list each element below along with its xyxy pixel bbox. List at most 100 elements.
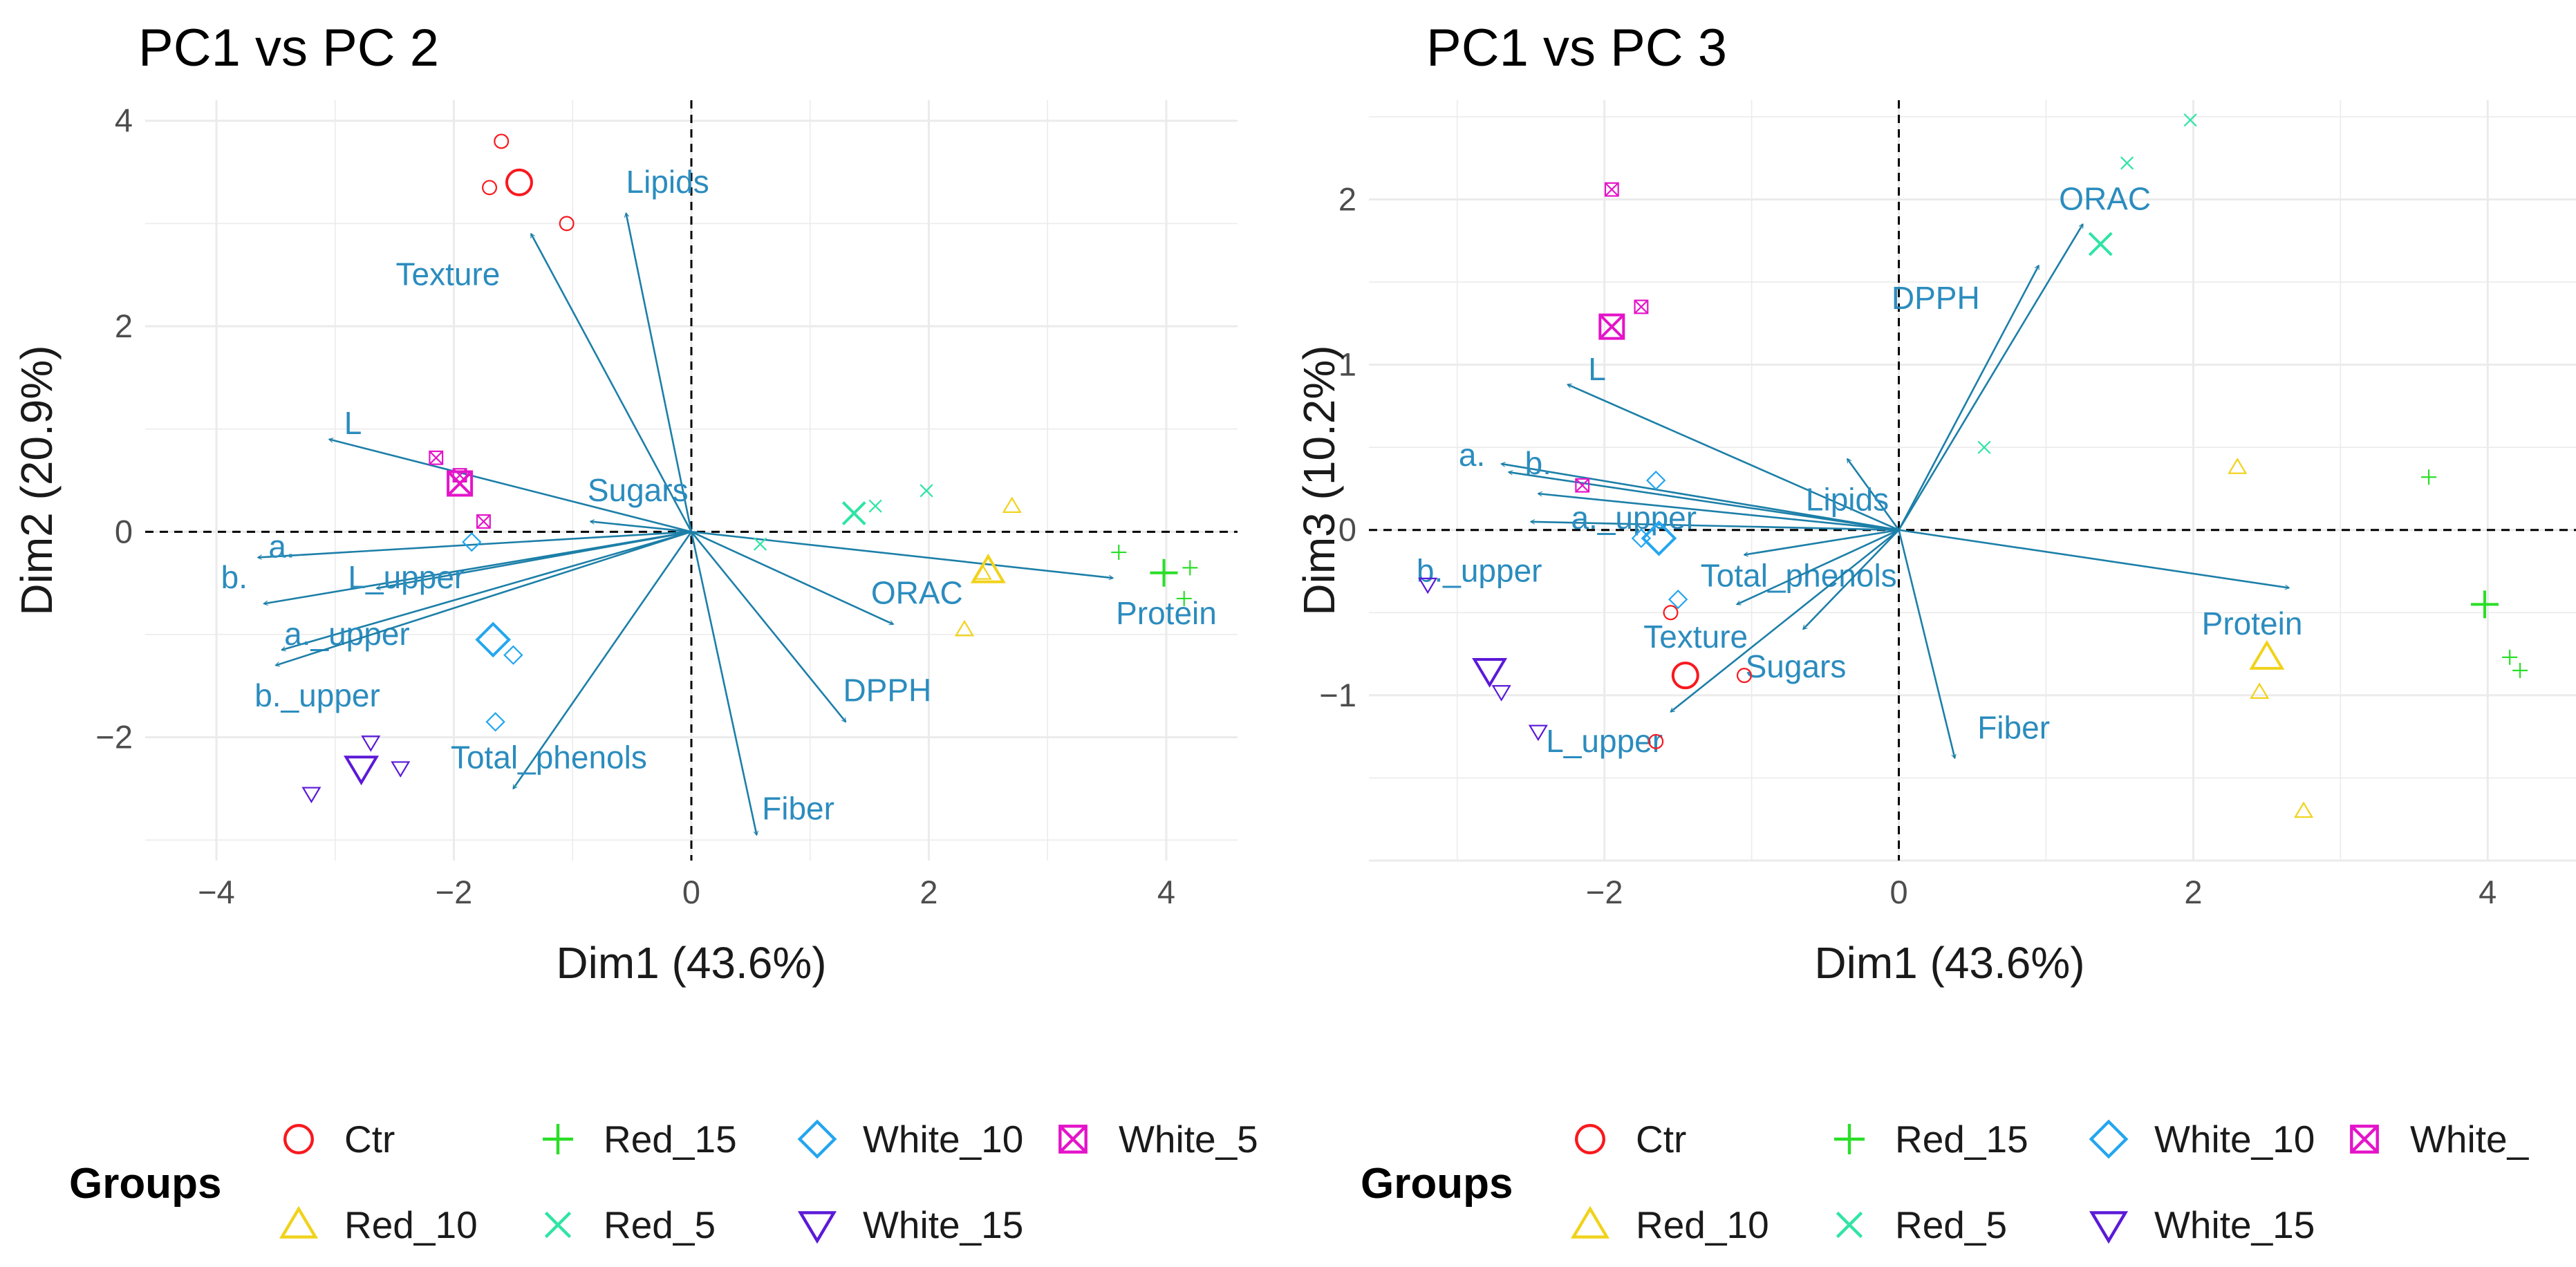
variable-vectors: ORACDPPHLa.b.a._upperLipidsb._upperTotal… bbox=[1417, 180, 2302, 759]
legend-marker-red-15 bbox=[543, 1124, 573, 1154]
vector-texture bbox=[1737, 529, 1900, 605]
x-tick-label: 4 bbox=[2479, 874, 2496, 910]
legend-item-red-10: Red_10 bbox=[1567, 1202, 1769, 1248]
vector-label-orac: ORAC bbox=[871, 575, 963, 611]
data-points bbox=[1418, 113, 2528, 818]
legend-marker-red-5 bbox=[1836, 1211, 1863, 1239]
vector-label-l-upper: L_upper bbox=[1546, 723, 1663, 759]
group-mean-ctr bbox=[505, 168, 533, 196]
y-axis-title: Dim2 (20.9%) bbox=[12, 345, 62, 615]
point-white-5 bbox=[1604, 182, 1619, 197]
vector-label-lipids: Lipids bbox=[626, 164, 709, 200]
vector-label-texture: Texture bbox=[396, 256, 501, 292]
vector-label-fiber: Fiber bbox=[1977, 710, 2050, 746]
legend-key bbox=[794, 1116, 840, 1162]
point-ctr bbox=[1648, 733, 1664, 749]
vector-label-b-upper: b._upper bbox=[254, 677, 380, 713]
point-white-10 bbox=[1668, 589, 1688, 610]
point-white-15 bbox=[1528, 724, 1548, 742]
legend-item-white-15: White_15 bbox=[794, 1202, 1023, 1248]
legend-label: Red_10 bbox=[344, 1203, 478, 1246]
point-white-15 bbox=[1491, 685, 1511, 702]
point-white-15 bbox=[301, 787, 321, 804]
vector-label-sugars: Sugars bbox=[588, 472, 689, 508]
y-tick-label: 2 bbox=[1338, 180, 1356, 217]
legend-marker-red-10 bbox=[1570, 1205, 1610, 1239]
point-white-10 bbox=[503, 645, 523, 665]
legend-marker-white-5 bbox=[1058, 1125, 1088, 1154]
legend-label: White_15 bbox=[2154, 1203, 2315, 1246]
vector-label-dpph: DPPH bbox=[1892, 280, 1980, 316]
group-mean-ctr bbox=[1671, 661, 1699, 690]
x-tick-label: 0 bbox=[682, 874, 700, 910]
legend-item-ctr: Ctr bbox=[276, 1116, 395, 1162]
point-red-10 bbox=[2294, 801, 2314, 818]
vector-dpph bbox=[690, 531, 846, 722]
legend-item-white-5: White_5 bbox=[1050, 1116, 1258, 1162]
y-axis-title: Dim3 (10.2%) bbox=[1294, 345, 1344, 615]
group-mean-white-10 bbox=[1641, 520, 1677, 556]
legend-item-red-15: Red_15 bbox=[535, 1116, 737, 1162]
legend-title: Groups bbox=[69, 1160, 221, 1208]
vector-b-upper bbox=[1538, 494, 1899, 532]
x-tick-label: 4 bbox=[1157, 874, 1175, 910]
vector-label-total-phenols: Total_phenols bbox=[451, 739, 647, 775]
legend-label: Red_10 bbox=[1636, 1203, 1769, 1246]
point-red-15 bbox=[2502, 649, 2518, 665]
point-red-5 bbox=[2120, 156, 2134, 170]
point-red-5 bbox=[1977, 440, 1991, 454]
point-white-5 bbox=[429, 450, 444, 465]
legend-left: Groups Ctr Red_10 Red_15 Red_5 White_10 White_… bbox=[69, 1116, 1258, 1248]
point-white-5 bbox=[1575, 478, 1590, 493]
legend-item-red-5: Red_5 bbox=[1827, 1202, 2007, 1248]
y-tick-label: 0 bbox=[115, 513, 133, 550]
vector-total-phenols bbox=[512, 531, 693, 789]
point-ctr bbox=[1736, 668, 1752, 684]
vector-label-b: b. bbox=[1525, 445, 1551, 481]
vector-b bbox=[1509, 472, 1899, 532]
legend-marker-ctr bbox=[283, 1123, 315, 1154]
legend-key bbox=[1050, 1116, 1096, 1162]
legend-label: Red_5 bbox=[1895, 1203, 2007, 1246]
group-mean-white-5 bbox=[1598, 313, 1625, 340]
legend-title: Groups bbox=[1361, 1160, 1513, 1208]
variable-vectors: Lipids Texture L Sugars a. b. L_upper a._upperb… bbox=[221, 164, 1217, 835]
point-red-15 bbox=[1111, 545, 1127, 561]
vector-fiber bbox=[1898, 529, 1955, 758]
x-tick-label: −2 bbox=[1586, 874, 1623, 910]
legend-label: Red_15 bbox=[1895, 1118, 2028, 1161]
vector-a bbox=[1502, 464, 1899, 532]
x-tick-label: −4 bbox=[198, 874, 235, 910]
vector-label-a: a. bbox=[1459, 437, 1485, 473]
x-tick-label: 0 bbox=[1889, 874, 1907, 910]
x-tick-label: 2 bbox=[2184, 874, 2202, 910]
point-red-5 bbox=[754, 537, 767, 551]
point-ctr bbox=[1663, 605, 1679, 621]
vector-label-l: L bbox=[344, 405, 362, 441]
chart-title: PC1 vs PC 3 bbox=[1426, 19, 1727, 77]
point-red-10 bbox=[2250, 682, 2270, 699]
vector-lipids bbox=[1846, 459, 1900, 531]
legend-label: Ctr bbox=[1636, 1118, 1686, 1161]
vector-sugars bbox=[1803, 529, 1900, 629]
legend-label: White_10 bbox=[863, 1118, 1023, 1161]
vector-label-dpph: DPPH bbox=[843, 673, 931, 708]
vector-b-upper bbox=[276, 531, 692, 665]
point-red-10 bbox=[1002, 496, 1022, 514]
point-red-5 bbox=[2183, 113, 2197, 127]
vector-total-phenols bbox=[1744, 529, 1899, 555]
point-white-10 bbox=[1646, 470, 1666, 491]
legend-item-white-15: White_15 bbox=[2086, 1202, 2315, 1248]
vector-l-upper bbox=[1671, 529, 1900, 712]
point-ctr bbox=[559, 216, 575, 232]
point-red-5 bbox=[920, 484, 933, 498]
chart-title: PC1 vs PC 2 bbox=[138, 19, 439, 77]
y-tick-label: 2 bbox=[115, 308, 133, 344]
vector-a-upper bbox=[282, 531, 692, 650]
vector-label-a: a. bbox=[268, 529, 295, 565]
legend-label: White_10 bbox=[2154, 1118, 2315, 1161]
vector-a-upper bbox=[1531, 522, 1899, 532]
legend-item-red-10: Red_10 bbox=[276, 1202, 478, 1248]
legend-right: Groups Ctr Red_10 Red_15 Red_5 White_10 White_… bbox=[1361, 1116, 2530, 1248]
